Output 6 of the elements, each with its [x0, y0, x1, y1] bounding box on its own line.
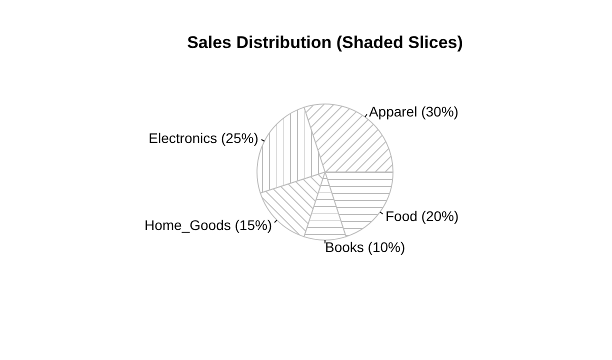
- slice-label: Electronics (25%): [148, 130, 258, 146]
- chart-title: Sales Distribution (Shaded Slices): [187, 33, 463, 52]
- slice-label: Apparel (30%): [368, 103, 458, 120]
- slice-label: Home_Goods (15%): [144, 216, 272, 233]
- slice-label: Books (10%): [325, 238, 406, 255]
- slice-label: Food (20%): [386, 208, 459, 224]
